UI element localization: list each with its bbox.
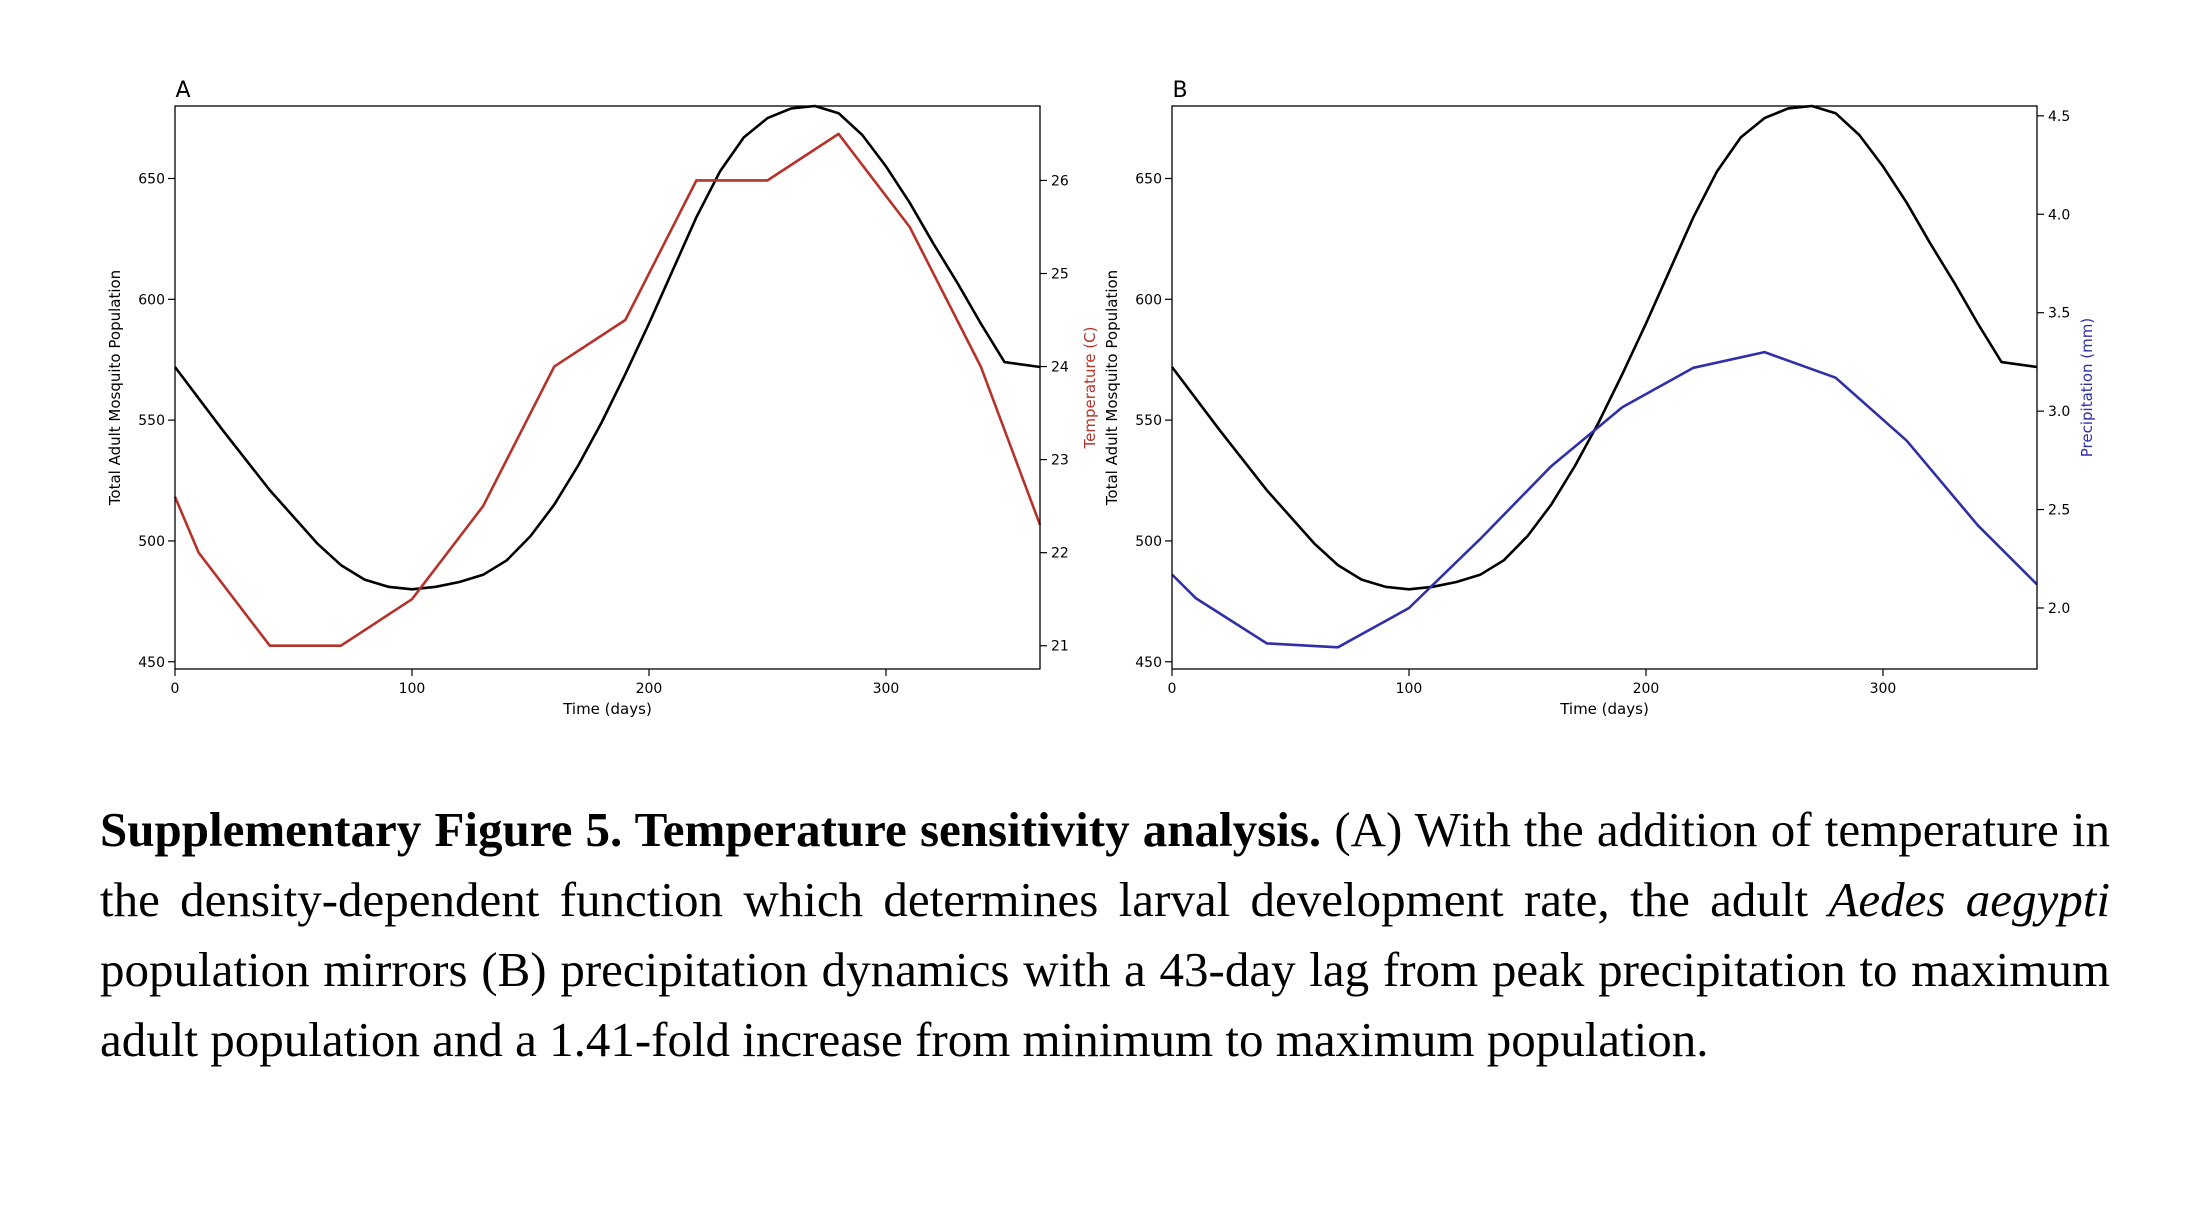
panel-b-x-tick-label: 300 xyxy=(1870,681,1897,697)
panel-b-y-tick-label: 550 xyxy=(1135,413,1162,429)
panel-a-x-axis-label: Time (days) xyxy=(562,700,652,718)
figure-caption: Supplementary Figure 5. Temperature sens… xyxy=(100,795,2110,1075)
panel-a-y-tick-label: 650 xyxy=(138,171,165,187)
panel-a-y-tick-label: 500 xyxy=(138,534,165,550)
caption-species-name: Aedes aegypti xyxy=(1828,872,2110,927)
panel-a-right-y-tick-label: 24 xyxy=(1051,360,1069,376)
panel-b-right-y-tick-label: 2.5 xyxy=(2048,503,2070,519)
panel-b-y-tick-label: 450 xyxy=(1135,655,1162,671)
panel-a-x-tick-label: 300 xyxy=(873,681,900,697)
panel-b-y-axis-label: Total Adult Mosquito Population xyxy=(1103,270,1121,506)
panel-b: 0 100 200 300 450 500 550 600 650 2.0 2.5 3.0 3.5 4.0… xyxy=(1103,78,2096,718)
panel-a: 0 100 200 300 450 500 550 600 650 21 22 23 24 25 26 Tim… xyxy=(106,78,1099,718)
panel-a-right-y-tick-label: 25 xyxy=(1051,267,1069,283)
panel-b-right-y-tick-label: 3.5 xyxy=(2048,306,2070,322)
panel-b-right-y-tick-label: 2.0 xyxy=(2048,601,2070,617)
caption-text-part-2: population mirrors (B) precipitation dyn… xyxy=(100,942,2110,1067)
panel-b-x-tick-label: 0 xyxy=(1168,681,1177,697)
caption-title: Supplementary Figure 5. Temperature sens… xyxy=(100,802,1322,857)
panel-a-right-y-tick-label: 21 xyxy=(1051,639,1069,655)
panel-a-x-tick-label: 100 xyxy=(399,681,426,697)
panel-b-right-y-tick-label: 3.0 xyxy=(2048,404,2070,420)
panel-a-right-y-tick-label: 22 xyxy=(1051,546,1069,562)
panel-b-right-y-axis-label: Precipitation (mm) xyxy=(2078,318,2096,457)
panel-b-plot-frame xyxy=(1171,105,2038,670)
panel-b-x-tick-label: 100 xyxy=(1396,681,1423,697)
panel-b-y-tick-label: 500 xyxy=(1135,534,1162,550)
panel-b-y-tick-label: 600 xyxy=(1135,292,1162,308)
panel-a-plot-frame xyxy=(174,105,1041,670)
panel-a-y-tick-label: 550 xyxy=(138,413,165,429)
panel-a-series-population-line xyxy=(173,104,1041,591)
panel-b-x-tick-label: 200 xyxy=(1633,681,1660,697)
panel-a-right-y-tick-label: 23 xyxy=(1051,453,1069,469)
panel-a-right-y-axis-label: Temperature (C) xyxy=(1081,327,1099,450)
panel-b-series-population-line xyxy=(1170,104,2038,591)
panel-b-right-y-tick-label: 4.0 xyxy=(2048,207,2070,223)
figure: 0 100 200 300 450 500 550 600 650 21 22 23 24 25 26 Tim… xyxy=(106,78,2096,718)
panel-b-series-right-axis-line xyxy=(1171,350,2038,649)
caption-text-part-1: (A) With the addition of temperature in … xyxy=(100,802,2110,927)
panel-a-series-right-axis-line xyxy=(173,132,1042,648)
panel-a-letter: A xyxy=(175,78,190,103)
panel-a-y-axis-label: Total Adult Mosquito Population xyxy=(106,270,124,506)
panel-b-right-y-tick-label: 4.5 xyxy=(2048,109,2070,125)
panel-a-right-y-tick-label: 26 xyxy=(1051,173,1069,189)
panel-a-y-tick-label: 600 xyxy=(138,292,165,308)
panel-b-x-axis-label: Time (days) xyxy=(1559,700,1649,718)
panel-b-y-tick-label: 650 xyxy=(1135,171,1162,187)
panel-a-x-tick-label: 200 xyxy=(636,681,663,697)
panel-a-y-tick-label: 450 xyxy=(138,655,165,671)
panel-a-x-tick-label: 0 xyxy=(171,681,180,697)
panel-b-letter: B xyxy=(1172,78,1187,103)
